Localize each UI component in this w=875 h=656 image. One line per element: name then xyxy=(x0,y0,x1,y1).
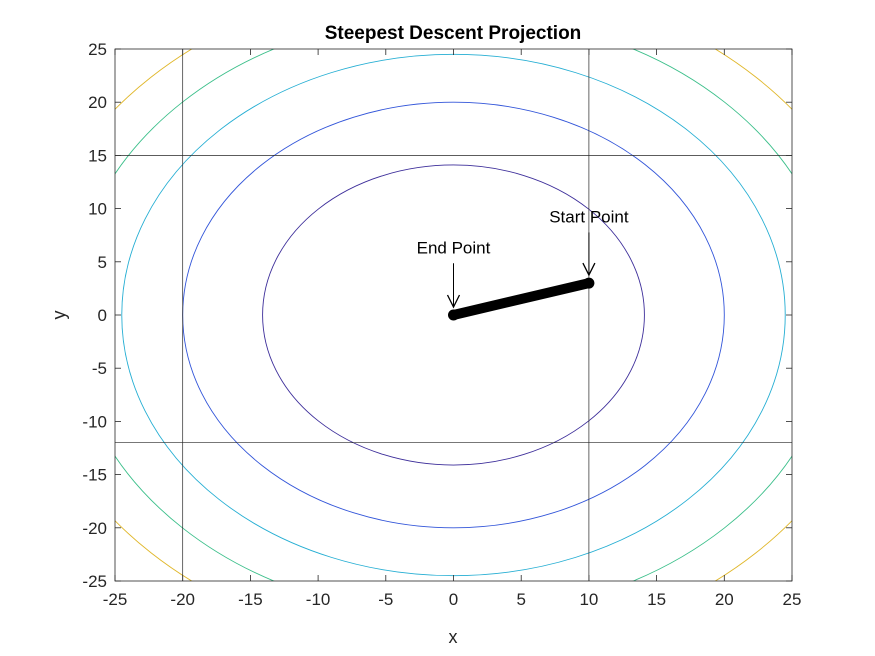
y-tick-label: 10 xyxy=(88,200,107,219)
x-tick-label: 10 xyxy=(579,590,598,609)
x-tick-label: -10 xyxy=(306,590,331,609)
descent-path-group xyxy=(448,277,595,321)
reference-lines xyxy=(115,49,792,581)
y-tick-label: -20 xyxy=(82,519,107,538)
start-point-label: Start Point xyxy=(549,207,629,226)
path-point-1 xyxy=(583,277,595,289)
descent-path-line xyxy=(448,278,594,320)
y-tick-label: -15 xyxy=(82,466,107,485)
y-tick-label: 15 xyxy=(88,146,107,165)
end-point-arrow-head xyxy=(446,294,461,309)
y-tick-label: 0 xyxy=(98,306,107,325)
x-tick-label: 20 xyxy=(715,590,734,609)
x-tick-label: 0 xyxy=(449,590,458,609)
end-point-label: End Point xyxy=(417,238,491,257)
x-tick-label: -25 xyxy=(103,590,128,609)
x-tick-label: -20 xyxy=(170,590,195,609)
y-tick-label: 25 xyxy=(88,40,107,59)
y-tick-label: -10 xyxy=(82,412,107,431)
x-tick-label: 15 xyxy=(647,590,666,609)
contour-line-1 xyxy=(262,164,645,466)
path-point-2 xyxy=(448,309,459,321)
annotation-group: Start Point End Point xyxy=(417,207,629,309)
tick-group: -25 -20 -15 -10 -5 0 5 10 15 20 25 -25 -20 -15 -10 -5 0 5… xyxy=(82,40,801,609)
x-tick-label: 25 xyxy=(783,590,802,609)
chart-title: Steepest Descent Projection xyxy=(325,23,582,44)
x-tick-label: -15 xyxy=(238,590,263,609)
x-tick-label: 5 xyxy=(516,590,525,609)
y-axis-label: y xyxy=(49,311,69,320)
y-tick-label: 20 xyxy=(88,93,107,112)
x-tick-label: -5 xyxy=(378,590,393,609)
y-tick-label: 5 xyxy=(98,253,107,272)
y-tick-label: -5 xyxy=(92,359,107,378)
start-point-arrow-head xyxy=(582,262,596,277)
x-axis-label: x xyxy=(449,627,458,647)
y-tick-label: -25 xyxy=(82,572,107,591)
